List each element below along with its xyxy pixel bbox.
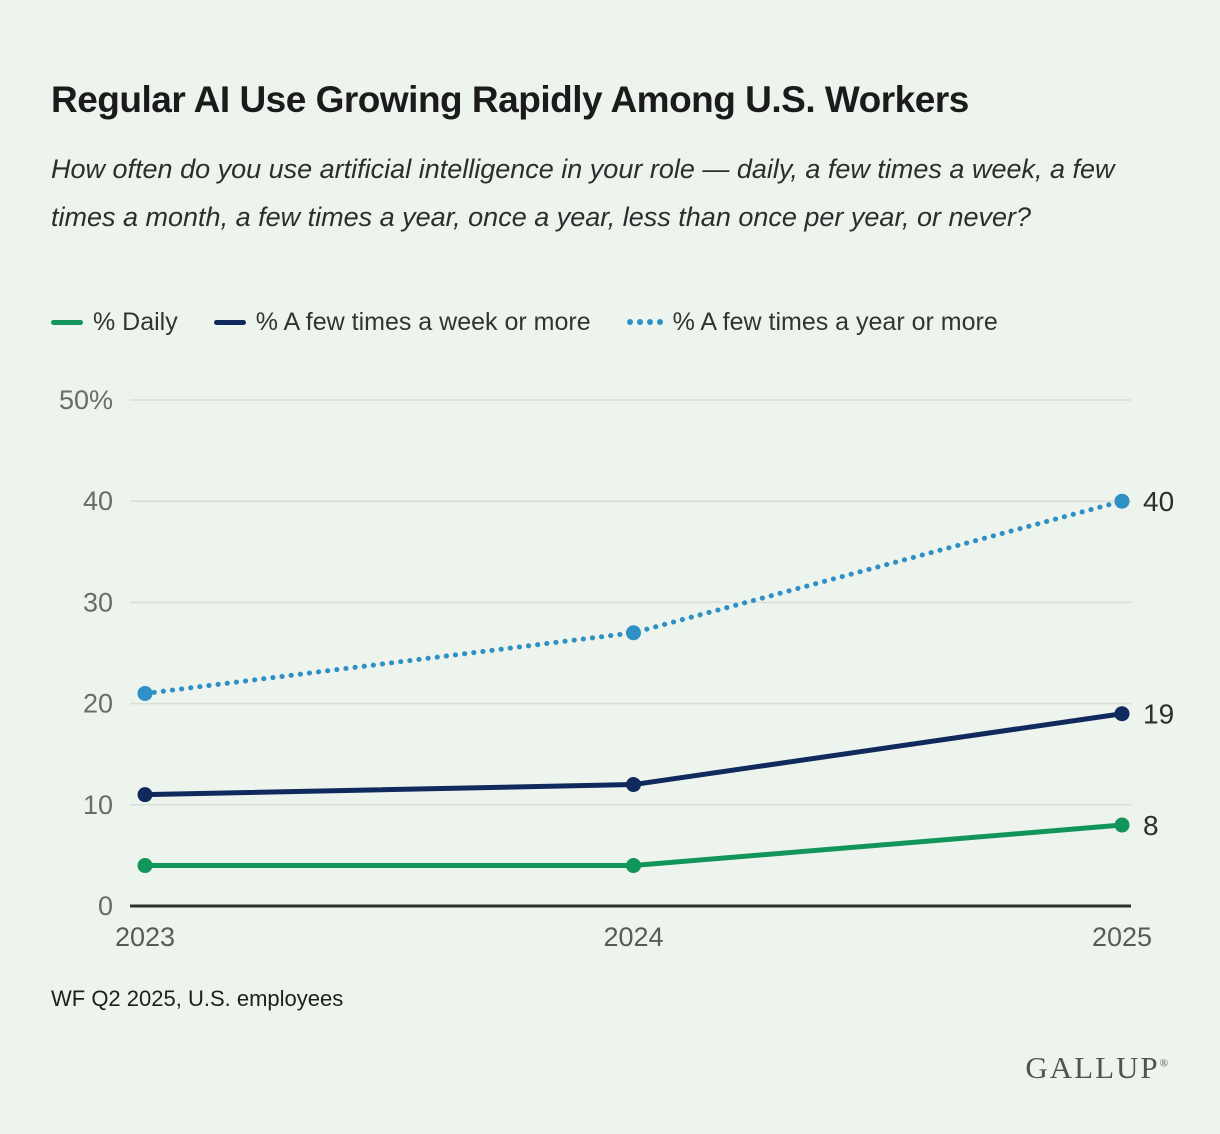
xtick-label-2023: 2023 bbox=[115, 922, 175, 952]
gallup-logo-text: GALLUP bbox=[1025, 1050, 1160, 1085]
legend-label-yearly: % A few times a year or more bbox=[672, 307, 998, 336]
point-daily-2025 bbox=[1114, 817, 1130, 833]
legend-swatch-weekly-icon bbox=[213, 319, 246, 325]
ytick-label-0: 0 bbox=[98, 891, 113, 921]
chart-subtitle: How often do you use artificial intellig… bbox=[51, 154, 1115, 232]
point-weekly-2024 bbox=[626, 777, 641, 793]
end-value-label-yearly: 40 bbox=[1143, 486, 1174, 517]
point-yearly-2025 bbox=[1114, 493, 1130, 509]
point-yearly-2023 bbox=[137, 685, 153, 701]
end-value-label-daily: 8 bbox=[1143, 810, 1159, 841]
end-value-label-weekly: 19 bbox=[1143, 699, 1174, 730]
point-yearly-2024 bbox=[626, 625, 641, 641]
registered-trademark-icon: ® bbox=[1159, 1057, 1168, 1070]
chart-title: Regular AI Use Growing Rapidly Among U.S… bbox=[51, 78, 969, 120]
ytick-label-30: 30 bbox=[83, 587, 113, 617]
ytick-label-10: 10 bbox=[83, 790, 113, 820]
legend-swatch-yearly-icon bbox=[626, 319, 663, 325]
ytick-label-20: 20 bbox=[83, 689, 113, 719]
chart-legend: % Daily % A few times a week or more % A f… bbox=[51, 304, 998, 340]
xtick-label-2024: 2024 bbox=[603, 922, 663, 952]
legend-item-yearly: % A few times a year or more bbox=[626, 307, 998, 337]
point-daily-2024 bbox=[626, 858, 641, 874]
series-line-yearly bbox=[142, 498, 1125, 696]
point-daily-2023 bbox=[137, 858, 153, 874]
ytick-label-40: 40 bbox=[83, 486, 113, 516]
legend-swatch-daily-icon bbox=[51, 319, 83, 325]
legend-item-daily: % Daily bbox=[51, 308, 178, 337]
ytick-label-50: 50% bbox=[59, 385, 113, 415]
xtick-label-2025: 2025 bbox=[1092, 922, 1152, 952]
legend-label-daily: % Daily bbox=[93, 307, 178, 336]
point-weekly-2025 bbox=[1114, 706, 1130, 722]
legend-label-weekly: % A few times a week or more bbox=[255, 307, 591, 336]
chart-footnote: WF Q2 2025, U.S. employees bbox=[51, 986, 344, 1011]
point-weekly-2023 bbox=[137, 787, 153, 803]
legend-item-weekly: % A few times a week or more bbox=[213, 307, 591, 337]
gallup-logo: GALLUP® bbox=[1025, 1050, 1168, 1086]
